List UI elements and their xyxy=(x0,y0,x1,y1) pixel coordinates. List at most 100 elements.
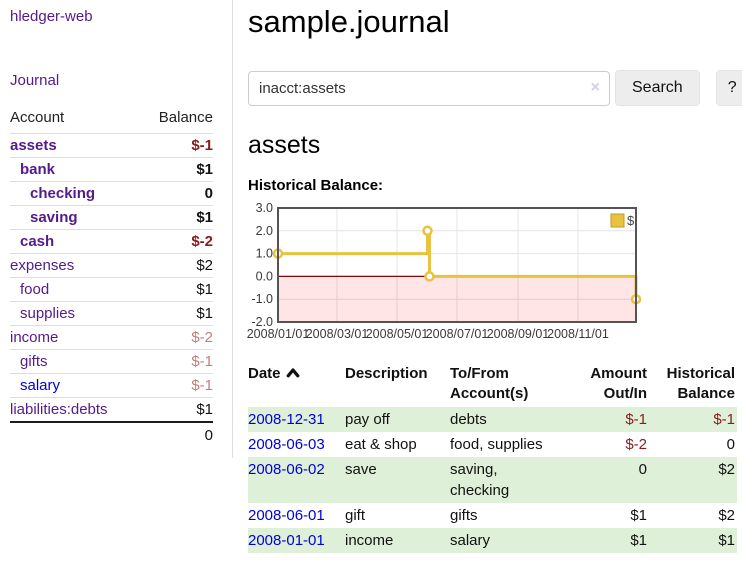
transaction-balance: $2 xyxy=(718,507,735,524)
account-balance: $-1 xyxy=(191,377,213,394)
account-balance: $1 xyxy=(196,281,213,298)
accounts-header-account: Account xyxy=(10,109,65,126)
transaction-date-link[interactable]: 2008-06-03 xyxy=(248,436,325,453)
col-header-balance: Historical Balance xyxy=(666,365,735,402)
col-header-date[interactable]: Date xyxy=(248,362,345,407)
account-link[interactable]: liabilities:debts xyxy=(10,401,108,418)
col-header-description: Description xyxy=(345,365,428,382)
search-bar: × Search ? xyxy=(248,70,742,106)
account-row: checking 0 xyxy=(10,182,213,206)
transaction-date-link[interactable]: 2008-01-01 xyxy=(248,532,325,549)
account-balance: $-2 xyxy=(191,329,213,346)
account-balance: $1 xyxy=(196,161,213,178)
account-row: salary $-1 xyxy=(10,374,213,398)
transaction-description: pay off xyxy=(345,411,390,428)
col-header-amount: Amount Out/In xyxy=(590,365,647,402)
svg-text:2008/09/01: 2008/09/01 xyxy=(487,327,550,341)
account-balance: 0 xyxy=(204,185,213,202)
transaction-amount: $1 xyxy=(630,532,647,549)
account-row: bank $1 xyxy=(10,158,213,182)
transaction-balance: $-1 xyxy=(713,411,735,428)
account-link[interactable]: assets xyxy=(10,137,57,154)
account-link[interactable]: gifts xyxy=(20,353,48,370)
account-link[interactable]: bank xyxy=(20,161,56,178)
svg-text:0.0: 0.0 xyxy=(256,269,273,283)
account-row: food $1 xyxy=(10,278,213,302)
svg-text:-1.0: -1.0 xyxy=(251,292,273,306)
account-row: expenses $2 xyxy=(10,254,213,278)
transaction-balance: $2 xyxy=(718,461,735,478)
svg-text:2008/07/01: 2008/07/01 xyxy=(426,327,489,341)
col-header-date-label: Date xyxy=(248,365,281,382)
help-button[interactable]: ? xyxy=(715,70,742,106)
account-row: assets $-1 xyxy=(10,134,213,158)
svg-text:3.0: 3.0 xyxy=(256,201,273,215)
transaction-accounts: saving, checking xyxy=(450,461,510,499)
account-link[interactable]: supplies xyxy=(20,305,76,322)
accounts-table-header: Account Balance xyxy=(10,105,213,134)
transaction-row: 2008-06-03 eat & shop food, supplies $-2 0 xyxy=(248,432,737,457)
transaction-date-link[interactable]: 2008-12-31 xyxy=(248,411,325,428)
accounts-table: Account Balance assets $-1 bank $1 checking 0… xyxy=(10,105,213,448)
account-link[interactable]: income xyxy=(10,329,59,346)
hledger-web-app: hledger-web Journal Account Balance asse… xyxy=(10,0,742,553)
transaction-description: eat & shop xyxy=(345,436,417,453)
account-link[interactable]: cash xyxy=(20,233,55,250)
page-title: sample.journal xyxy=(248,4,450,39)
nav-journal-link[interactable]: Journal xyxy=(10,72,60,89)
search-button[interactable]: Search xyxy=(615,70,700,106)
account-link[interactable]: expenses xyxy=(10,257,75,274)
svg-text:2008/11/01: 2008/11/01 xyxy=(547,327,609,341)
app-brand-link[interactable]: hledger-web xyxy=(10,8,93,25)
clear-search-icon[interactable]: × xyxy=(590,78,600,96)
account-balance: $-1 xyxy=(191,137,213,154)
account-balance: $1 xyxy=(196,401,213,418)
transaction-date-link[interactable]: 2008-06-02 xyxy=(248,461,325,478)
svg-text:-2.0: -2.0 xyxy=(251,315,273,329)
account-row: supplies $1 xyxy=(10,302,213,326)
svg-text:$: $ xyxy=(627,213,635,228)
transaction-row: 2008-01-01 income salary $1 $1 xyxy=(248,528,737,553)
accounts-rows: assets $-1 bank $1 checking 0 saving $1 cash $-2 e… xyxy=(10,134,213,421)
account-balance: $2 xyxy=(196,257,213,274)
accounts-header-balance: Balance xyxy=(158,109,213,126)
svg-text:2008/03/01: 2008/03/01 xyxy=(306,327,369,341)
transactions-table: Date Description To/From Account(s) Amou… xyxy=(248,362,737,553)
transaction-row: 2008-06-01 gift gifts $1 $2 xyxy=(248,503,737,528)
accounts-total-value: 0 xyxy=(204,427,213,444)
transaction-accounts: debts xyxy=(450,411,487,428)
transaction-description: income xyxy=(345,532,394,549)
transaction-balance: 0 xyxy=(726,436,735,453)
transaction-accounts: gifts xyxy=(450,507,478,524)
chart-canvas: 3.0 2.0 1.0 0.0 -1.0 -2.02008/01/012008/03/01… xyxy=(247,201,642,341)
transaction-date-link[interactable]: 2008-06-01 xyxy=(248,507,325,524)
account-row: gifts $-1 xyxy=(10,350,213,374)
transaction-description: save xyxy=(345,461,377,478)
account-link[interactable]: saving xyxy=(30,209,78,226)
main-content: sample.journal × Search ? assets Histori… xyxy=(233,0,742,553)
account-balance: $-1 xyxy=(191,353,213,370)
account-link[interactable]: food xyxy=(20,281,50,298)
transaction-accounts: food, supplies xyxy=(450,436,543,453)
account-balance: $-2 xyxy=(191,233,213,250)
account-row: income $-2 xyxy=(10,326,213,350)
transaction-amount: 0 xyxy=(638,461,647,478)
historical-balance-chart: 3.0 2.0 1.0 0.0 -1.0 -2.0 2008/01/01 2008/03/01… xyxy=(247,201,737,344)
account-link[interactable]: checking xyxy=(30,185,96,202)
account-row: saving $1 xyxy=(10,206,213,230)
svg-text:2008/05/01: 2008/05/01 xyxy=(366,327,429,341)
accounts-total-row: 0 xyxy=(10,421,213,448)
transaction-row: 2008-06-02 save saving, checking 0 $2 xyxy=(248,457,737,503)
sort-ascending-icon xyxy=(286,368,299,378)
transaction-accounts: salary xyxy=(450,532,491,549)
svg-text:1.0: 1.0 xyxy=(256,247,273,261)
search-input[interactable] xyxy=(248,70,610,106)
transaction-amount: $1 xyxy=(630,507,647,524)
svg-text:2008/01/01: 2008/01/01 xyxy=(247,327,310,341)
transaction-balance: $1 xyxy=(718,532,735,549)
search-input-wrapper: × xyxy=(248,70,610,106)
transaction-amount: $-1 xyxy=(625,411,647,428)
transaction-amount: $-2 xyxy=(625,436,647,453)
transaction-description: gift xyxy=(345,507,366,524)
account-link[interactable]: salary xyxy=(20,377,61,394)
